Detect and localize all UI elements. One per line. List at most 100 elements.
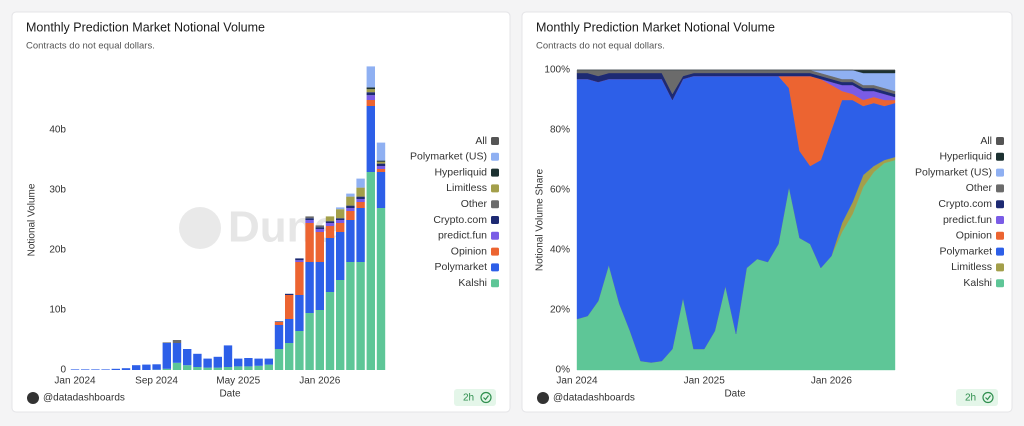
legend-swatch[interactable] <box>491 263 499 272</box>
legend-label[interactable]: Crypto.com <box>938 198 992 210</box>
bar-segment <box>223 367 233 370</box>
x-tick-label: Jan 2025 <box>684 376 726 387</box>
bar-segment <box>254 365 263 370</box>
bar-segment <box>295 331 304 370</box>
legend-swatch[interactable] <box>996 247 1004 256</box>
bar-segment <box>264 364 273 370</box>
bar-segment <box>254 358 263 366</box>
bar-segment <box>285 295 294 319</box>
legend-label[interactable]: Opinion <box>956 230 992 242</box>
legend-swatch[interactable] <box>491 184 499 193</box>
legend-label[interactable]: Kalshi <box>963 277 992 289</box>
bar-segment <box>152 364 161 370</box>
legend-swatch[interactable] <box>491 216 499 224</box>
bar-segment <box>172 362 182 370</box>
y-tick-label: 20b <box>49 245 66 256</box>
legend-label[interactable]: All <box>980 135 992 147</box>
bar-segment <box>346 262 355 370</box>
legend-swatch[interactable] <box>996 279 1004 288</box>
bar-segment <box>366 87 375 90</box>
legend-swatch[interactable] <box>996 231 1004 240</box>
bar-segment <box>315 262 324 310</box>
bar-segment <box>244 366 253 370</box>
legend-label[interactable]: Polymarket <box>939 245 992 257</box>
y-tick-label: 80% <box>550 125 570 136</box>
bar-segment <box>264 358 273 365</box>
bar-segment <box>274 325 284 349</box>
y-tick-label: 0% <box>556 365 571 376</box>
check-mark <box>985 395 991 401</box>
bar-segment <box>203 358 212 368</box>
check-icon <box>982 391 994 404</box>
legend-swatch[interactable] <box>996 184 1004 193</box>
legend-swatch[interactable] <box>491 200 499 209</box>
legend-label[interactable]: predict.fun <box>438 230 487 242</box>
bar-segment <box>305 313 314 370</box>
legend-label[interactable]: Polymarket <box>434 261 487 273</box>
legend-swatch[interactable] <box>491 168 499 177</box>
y-tick-label: 10b <box>49 305 66 316</box>
bar-segment <box>325 292 335 370</box>
bar-segment <box>172 343 182 363</box>
legend-label[interactable]: Crypto.com <box>433 214 487 226</box>
bar-segment <box>336 218 345 220</box>
bar-segment <box>376 172 386 208</box>
legend-swatch[interactable] <box>996 263 1004 272</box>
bar-segment <box>305 223 314 262</box>
bar-segment <box>295 260 304 262</box>
legend-swatch[interactable] <box>491 137 499 145</box>
bar-segment <box>274 349 284 370</box>
bar-segment <box>325 216 335 222</box>
bar-segment <box>346 211 355 220</box>
legend-label[interactable]: Polymarket (US) <box>915 166 992 178</box>
legend-label[interactable]: All <box>475 135 487 147</box>
y-tick-label: 40b <box>49 125 66 136</box>
bar-segment <box>315 229 324 232</box>
bar-segment <box>336 232 345 280</box>
legend-label[interactable]: Hyperliquid <box>434 166 487 178</box>
legend-label[interactable]: predict.fun <box>943 214 992 226</box>
bar-segment <box>366 95 375 100</box>
bar-segment <box>356 208 365 262</box>
bar-segment <box>376 208 386 370</box>
legend-label[interactable]: Limitless <box>951 261 992 273</box>
bar-segment <box>295 295 304 331</box>
bar-segment <box>376 163 386 166</box>
legend-label[interactable]: Other <box>966 182 993 194</box>
bar-segment <box>356 262 365 370</box>
bar-segment <box>305 218 314 220</box>
bar-segment <box>366 172 375 370</box>
legend-swatch[interactable] <box>996 200 1004 209</box>
bar-segment <box>376 142 386 161</box>
y-tick-label: 100% <box>544 65 570 76</box>
author-name[interactable]: @datadashboards <box>43 393 125 404</box>
bar-segment <box>366 100 375 106</box>
legend-swatch[interactable] <box>996 216 1004 224</box>
bar-segment <box>356 187 365 197</box>
bar-segment <box>172 340 182 343</box>
legend-label[interactable]: Hyperliquid <box>939 151 992 163</box>
bar-segment <box>376 169 386 172</box>
legend-swatch[interactable] <box>996 137 1004 145</box>
freshness-badge <box>956 389 998 406</box>
legend-swatch[interactable] <box>491 152 499 161</box>
legend-swatch[interactable] <box>996 152 1004 161</box>
legend-label[interactable]: Opinion <box>451 245 487 257</box>
legend-swatch[interactable] <box>491 247 499 256</box>
legend-label[interactable]: Kalshi <box>458 277 487 289</box>
bar-segment <box>356 196 365 199</box>
plot <box>70 66 386 370</box>
freshness-label: 2h <box>965 393 976 404</box>
legend-swatch[interactable] <box>491 231 499 240</box>
bar-segment <box>376 166 386 169</box>
legend-swatch[interactable] <box>996 168 1004 177</box>
legend-label[interactable]: Polymarket (US) <box>410 151 487 163</box>
bar-segment <box>346 208 355 211</box>
bar-segment <box>366 92 375 96</box>
bar-segment <box>234 358 243 367</box>
legend-swatch[interactable] <box>491 279 499 288</box>
author-name[interactable]: @datadashboards <box>553 393 635 404</box>
legend-label[interactable]: Other <box>461 198 488 210</box>
legend-label[interactable]: Limitless <box>446 182 487 194</box>
